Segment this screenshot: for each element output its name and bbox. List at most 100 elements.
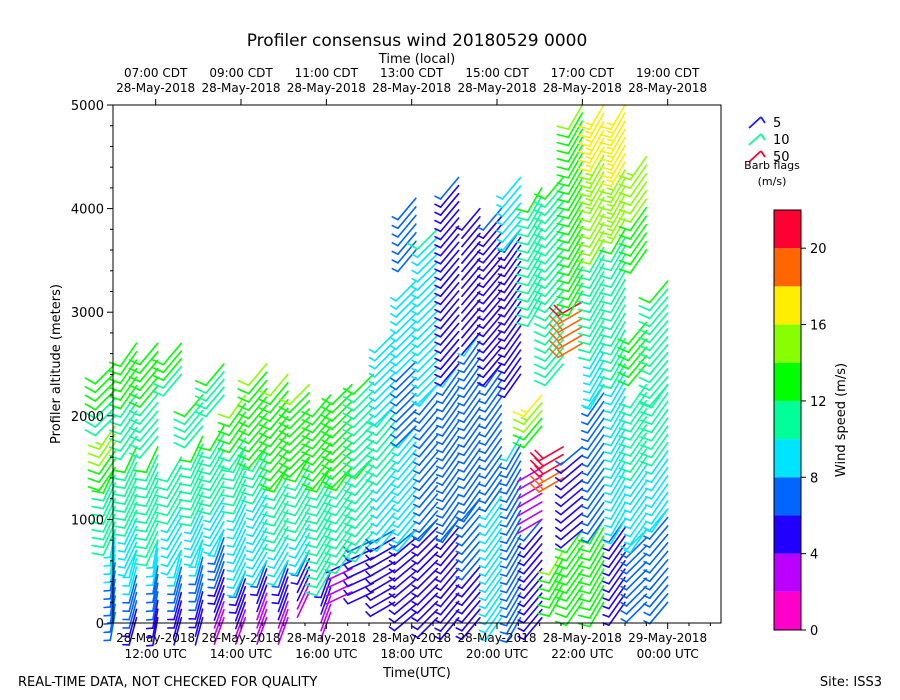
barb-staff bbox=[194, 573, 204, 603]
wind-barb bbox=[643, 559, 669, 583]
barb-half-feather bbox=[499, 590, 508, 594]
barb-staff bbox=[610, 395, 626, 422]
barb-staff bbox=[119, 418, 138, 444]
wind-barb bbox=[618, 156, 648, 181]
barb-staff bbox=[586, 468, 605, 493]
barb-staff bbox=[439, 217, 460, 241]
wind-barb bbox=[365, 553, 396, 569]
wind-barb bbox=[478, 421, 503, 446]
wind-barb bbox=[412, 451, 439, 475]
wind-barb bbox=[237, 363, 268, 387]
barb-staff bbox=[461, 241, 481, 265]
barb-staff bbox=[98, 466, 116, 492]
wind-barb bbox=[435, 404, 460, 429]
barb-half-feather bbox=[538, 476, 545, 483]
barb-full-feather bbox=[599, 308, 612, 314]
wind-barb bbox=[213, 600, 225, 629]
wind-barb bbox=[623, 480, 648, 506]
barb-staff bbox=[648, 559, 669, 583]
barb-staff bbox=[484, 479, 503, 504]
barb-staff bbox=[315, 570, 332, 597]
wind-barb bbox=[478, 576, 503, 602]
colorbar-tick-label: 8 bbox=[810, 471, 818, 486]
barb-half-feather bbox=[582, 398, 591, 402]
wind-barb bbox=[517, 616, 543, 641]
wind-barb bbox=[478, 437, 503, 463]
wind-barb bbox=[556, 266, 584, 293]
wind-barb bbox=[580, 484, 605, 510]
barb-full-feather bbox=[577, 622, 591, 628]
wind-barb bbox=[411, 608, 439, 631]
wind-barb bbox=[304, 506, 332, 533]
barb-staff bbox=[461, 307, 481, 331]
wind-barb bbox=[478, 584, 503, 610]
barb-staff bbox=[629, 215, 648, 240]
wind-barb bbox=[167, 583, 183, 613]
barb-full-feather bbox=[155, 520, 169, 525]
wind-barb bbox=[87, 466, 116, 492]
barb-half-feather bbox=[582, 406, 591, 410]
wind-barb bbox=[434, 518, 460, 542]
barb-half-feather bbox=[391, 499, 399, 505]
wind-barb bbox=[497, 325, 522, 350]
barb-staff bbox=[461, 290, 481, 314]
barb-staff bbox=[588, 383, 605, 410]
barb-staff bbox=[526, 219, 543, 246]
barb-full-feather bbox=[304, 527, 318, 533]
wind-barb bbox=[122, 583, 138, 613]
wind-barb bbox=[602, 526, 626, 552]
barb-half-feather bbox=[434, 627, 442, 632]
barb-full-feather bbox=[342, 387, 355, 396]
wind-barb bbox=[173, 425, 204, 449]
barb-full-feather bbox=[240, 475, 254, 481]
barb-staff bbox=[139, 393, 159, 417]
barb-staff bbox=[482, 240, 503, 264]
barb-half-feather bbox=[580, 522, 589, 527]
barb-staff bbox=[484, 388, 503, 413]
barb-staff bbox=[416, 534, 439, 557]
barb-half-feather bbox=[623, 549, 632, 554]
barb-staff bbox=[439, 363, 460, 387]
barb-staff bbox=[560, 462, 584, 483]
wind-barb bbox=[370, 520, 396, 544]
barb-staff bbox=[567, 193, 584, 220]
wind-barb bbox=[533, 290, 564, 314]
wind-barb bbox=[304, 474, 332, 501]
barb-full-feather bbox=[258, 424, 271, 431]
wind-barb bbox=[411, 534, 439, 557]
barb-staff bbox=[397, 249, 417, 273]
barb-staff bbox=[629, 391, 648, 417]
wind-barb bbox=[599, 128, 626, 155]
wind-barb bbox=[577, 559, 605, 586]
wind-barb bbox=[556, 169, 584, 195]
wind-barb bbox=[160, 549, 183, 576]
wind-barb bbox=[258, 415, 289, 440]
wind-barb bbox=[267, 551, 289, 578]
barb-half-feather bbox=[457, 435, 465, 440]
wind-barb bbox=[343, 573, 375, 588]
barb-staff bbox=[439, 575, 460, 600]
barb-half-feather bbox=[478, 589, 487, 594]
barb-staff bbox=[463, 448, 481, 473]
wind-barb bbox=[512, 417, 543, 441]
wind-barb bbox=[556, 201, 584, 228]
wind-barb bbox=[145, 582, 159, 613]
barb-staff bbox=[373, 348, 396, 370]
wind-barb bbox=[617, 329, 648, 354]
barb-full-feather bbox=[342, 462, 355, 470]
barb-full-feather bbox=[91, 529, 105, 533]
wind-barb bbox=[411, 367, 439, 390]
wind-barb bbox=[388, 603, 417, 624]
barb-half-feather bbox=[411, 351, 419, 357]
barb-staff bbox=[213, 544, 225, 573]
wind-barb bbox=[580, 392, 605, 417]
barb-legend-value: 50 bbox=[773, 150, 790, 165]
wind-barb bbox=[499, 435, 522, 462]
barb-full-feather bbox=[278, 438, 291, 446]
wind-barb bbox=[554, 504, 584, 524]
barb-half-feather bbox=[478, 408, 487, 413]
barb-staff bbox=[544, 249, 564, 273]
barb-full-feather bbox=[128, 384, 141, 392]
wind-barb bbox=[226, 512, 247, 540]
wind-barb bbox=[476, 207, 503, 231]
